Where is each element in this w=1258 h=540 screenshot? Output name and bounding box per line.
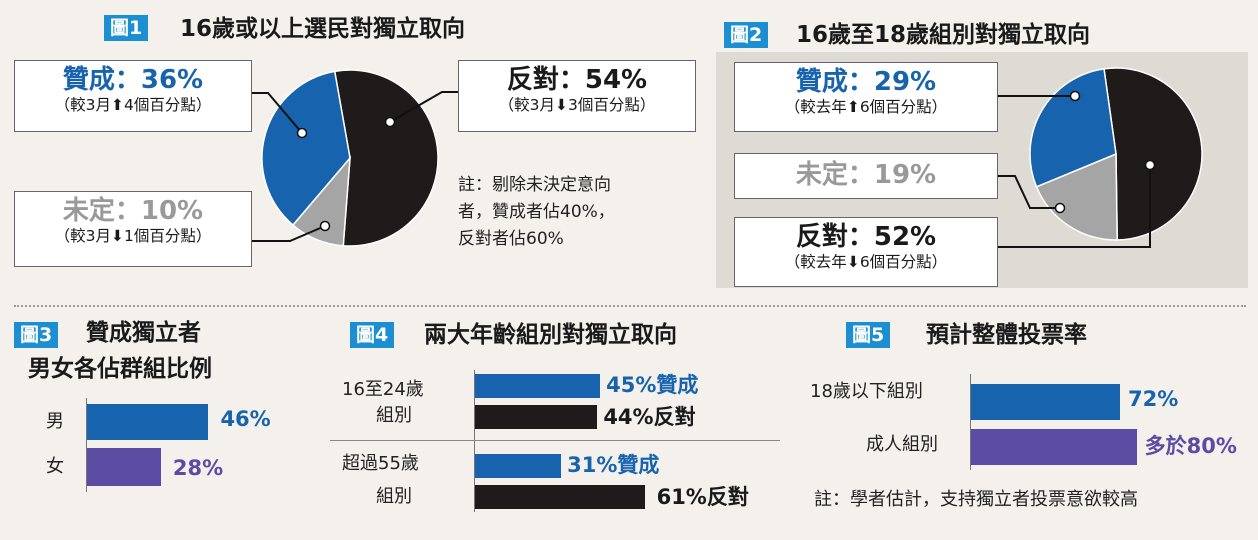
fig2-leader-dot-undecided — [1054, 202, 1066, 214]
fig1-support-sub: （較3月⬆4個百分點） — [54, 96, 212, 114]
fig1-support-box: 贊成：36% （較3月⬆4個百分點） — [14, 60, 252, 132]
fig4-bar-oppose-0 — [475, 405, 598, 429]
fig2-support-box: 贊成：29% （較去年⬆6個百分點） — [734, 62, 998, 132]
fig1-pie — [250, 69, 458, 247]
section-divider — [14, 305, 1246, 307]
fig3-label-female: 28% — [172, 456, 224, 480]
fig4-label-oppose-1: 61%反對 — [656, 485, 749, 509]
fig2-leader-undecided — [996, 175, 1060, 209]
fig2-leader-dot-support — [1069, 90, 1081, 102]
down-arrow-icon: ⬇ — [846, 253, 860, 271]
fig2-support-label: 贊成：29% — [795, 67, 937, 97]
fig1-leader-support — [250, 92, 303, 134]
fig2-slice-oppose — [1103, 67, 1203, 241]
fig4-tag: 圖4 — [350, 322, 395, 348]
down-arrow-icon: ⬇ — [111, 227, 124, 245]
fig4-title: 兩大年齡組別對獨立取向 — [424, 322, 677, 348]
fig1-oppose-label: 反對：54% — [506, 65, 648, 95]
up-arrow-icon: ⬆ — [846, 98, 860, 116]
fig1-title: 16歲或以上選民對獨立取向 — [180, 16, 466, 42]
fig4-cat1-line1: 超過55歲 — [342, 453, 419, 474]
fig3-bar-male — [87, 404, 209, 440]
fig1-oppose-box: 反對：54% （較3月⬇3個百分點） — [458, 60, 696, 132]
fig4-cat0-line1: 16至24歲 — [342, 379, 424, 400]
fig4-label-oppose-0: 44%反對 — [603, 405, 696, 429]
fig1-slice-support — [261, 70, 351, 227]
fig3-title-line2: 男女各佔群組比例 — [28, 356, 212, 382]
fig5-note: 註：學者估計，支持獨立者投票意欲較高 — [814, 489, 1138, 510]
fig3-axis — [86, 398, 87, 492]
fig1-undecided-label: 未定：10% — [62, 196, 204, 226]
fig3-title-line1: 贊成獨立者 — [86, 320, 201, 346]
fig1-leader-dot-support — [296, 127, 308, 139]
fig1-undecided-box: 未定：10% （較3月⬇1個百分點） — [14, 191, 252, 267]
fig5-label-1: 多於80% — [1144, 434, 1237, 458]
fig2-slice-support — [1029, 67, 1117, 188]
fig2-leader-oppose — [996, 165, 1151, 248]
fig2-support-sub: （較去年⬆6個百分點） — [784, 98, 948, 116]
fig3-cat-male: 男 — [46, 411, 64, 432]
fig1-leader-undecided — [250, 225, 326, 242]
fig3-cat-female: 女 — [46, 456, 64, 477]
fig2-undecided-label: 未定：19% — [795, 160, 937, 190]
fig5-title: 預計整體投票率 — [926, 322, 1087, 348]
fig1-tag: 圖1 — [104, 15, 149, 41]
fig4-label-support-1: 31%贊成 — [567, 453, 660, 477]
fig4-label-support-0: 45%贊成 — [606, 373, 699, 397]
fig3-bar-female — [87, 448, 161, 486]
fig4-axis — [474, 370, 475, 512]
fig1-leader-dot-oppose — [384, 116, 396, 128]
fig2-undecided-box: 未定：19% — [734, 153, 998, 199]
fig5-cat-0: 18歲以下組別 — [810, 381, 923, 402]
fig4-bar-oppose-1 — [475, 485, 645, 509]
fig3-tag: 圖3 — [14, 322, 59, 348]
fig5-axis — [970, 374, 971, 470]
fig5-cat-1: 成人組別 — [866, 434, 938, 455]
fig4-group-separator — [330, 440, 780, 441]
fig2-leader-dot-oppose — [1144, 159, 1156, 171]
fig5-bar-0 — [971, 384, 1121, 420]
fig4-cat1-line2: 組別 — [376, 486, 412, 507]
fig2-slice-undecided — [1035, 152, 1118, 241]
fig4-cat0-line2: 組別 — [376, 405, 412, 426]
down-arrow-icon: ⬇ — [555, 96, 568, 114]
fig1-support-label: 贊成：36% — [62, 65, 204, 95]
fig3-label-male: 46% — [220, 407, 271, 431]
up-arrow-icon: ⬆ — [111, 96, 124, 114]
fig5-label-0: 72% — [1128, 387, 1179, 411]
fig2-pie — [996, 67, 1203, 248]
fig4-bar-support-0 — [475, 374, 601, 398]
fig5-tag: 圖5 — [846, 322, 891, 348]
fig2-oppose-label: 反對：52% — [795, 222, 937, 252]
fig2-oppose-sub: （較去年⬇6個百分點） — [784, 253, 948, 271]
fig1-slice-oppose — [333, 69, 439, 247]
fig4-bar-support-1 — [475, 454, 562, 478]
fig1-leader-oppose — [389, 91, 458, 123]
fig2-oppose-box: 反對：52% （較去年⬇6個百分點） — [734, 217, 998, 287]
fig2-tag: 圖2 — [724, 22, 769, 48]
fig1-leader-dot-undecided — [319, 220, 331, 232]
fig1-oppose-sub: （較3月⬇3個百分點） — [498, 96, 656, 114]
fig2-title: 16歲至18歲組別對獨立取向 — [796, 22, 1091, 48]
fig1-note: 註：剔除未決定意向 者，贊成者佔40%， 反對者佔60% — [458, 175, 615, 249]
fig1-undecided-sub: （較3月⬇1個百分點） — [54, 227, 212, 245]
fig5-bar-1 — [971, 429, 1137, 465]
